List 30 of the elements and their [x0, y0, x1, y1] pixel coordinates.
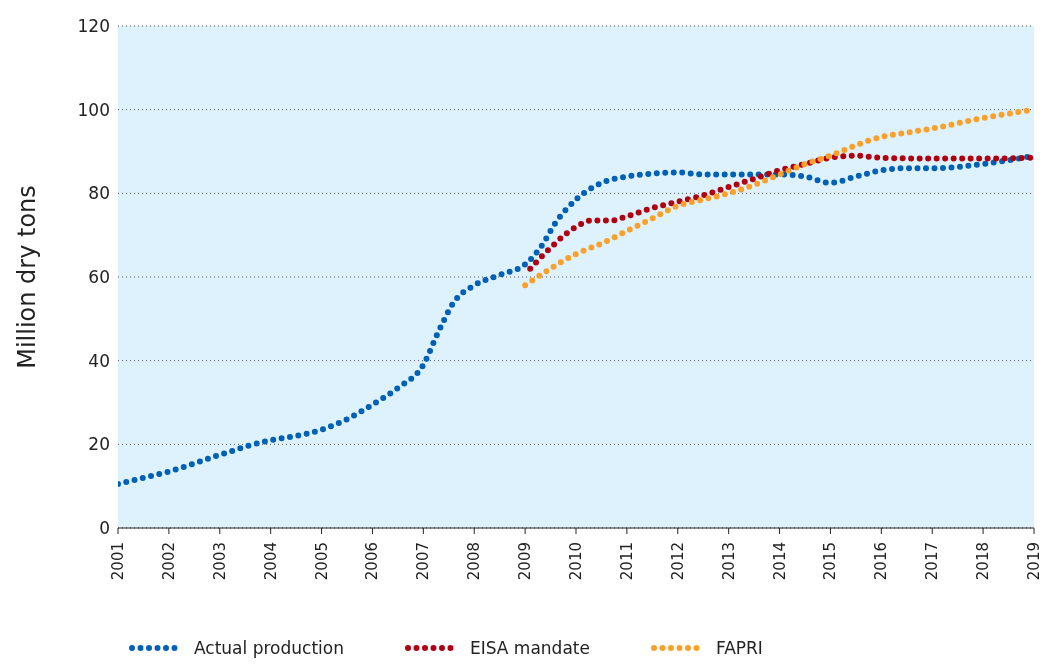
legend-label: FAPRI [715, 638, 763, 658]
x-tick-label: 2013 [719, 542, 738, 581]
y-axis-title: Million dry tons [12, 185, 41, 369]
x-tick-label: 2005 [312, 542, 331, 581]
y-tick-label: 40 [88, 350, 110, 371]
x-tick-label: 2003 [210, 542, 229, 581]
x-tick-label: 2014 [770, 542, 789, 581]
x-tick-label: 2019 [1025, 542, 1043, 581]
x-tick-label: 2004 [261, 542, 280, 581]
legend-label: Actual production [194, 638, 344, 658]
x-tick-label: 2002 [159, 542, 178, 581]
y-tick-label: 100 [77, 99, 110, 120]
x-tick-label: 2018 [974, 542, 993, 581]
x-tick-label: 2001 [109, 542, 127, 581]
x-tick-label: 2008 [465, 542, 484, 581]
y-tick-label: 0 [99, 518, 110, 539]
x-tick-label: 2015 [821, 542, 840, 581]
x-tick-label: 2012 [668, 542, 687, 581]
x-tick-label: 2006 [363, 542, 382, 581]
legend-label: EISA mandate [469, 638, 590, 658]
x-tick-label: 2017 [923, 542, 942, 581]
x-tick-label: 2010 [567, 542, 585, 581]
y-tick-label: 20 [88, 434, 110, 455]
x-tick-label: 2009 [516, 542, 535, 581]
x-tick-label: 2007 [414, 542, 433, 581]
x-tick-label: 2011 [617, 542, 636, 581]
y-tick-label: 120 [77, 16, 110, 37]
y-tick-label: 60 [88, 267, 110, 288]
y-tick-label: 80 [88, 183, 110, 204]
x-tick-label: 2016 [872, 542, 891, 581]
